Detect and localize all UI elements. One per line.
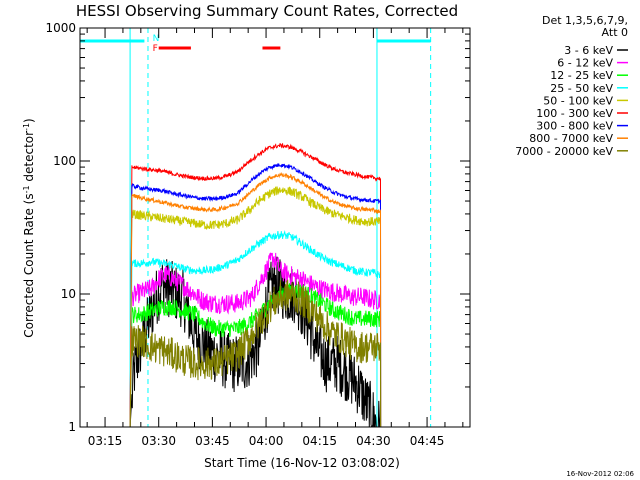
- plot-area: NF: [80, 28, 432, 428]
- x-tick-label: 03:45: [195, 434, 230, 448]
- x-tick-label: 04:45: [410, 434, 445, 448]
- x-tick-label: 04:00: [249, 434, 284, 448]
- x-tick-label: 03:30: [141, 434, 176, 448]
- legend-label: 25 - 50 keV: [550, 82, 613, 95]
- x-tick-label: 04:30: [356, 434, 391, 448]
- legend-label: 100 - 300 keV: [536, 107, 613, 120]
- legend-label: 300 - 800 keV: [536, 120, 613, 133]
- legend-header-line2: Att 0: [602, 26, 628, 39]
- series-line-50-to-100keV: [129, 186, 382, 428]
- y-axis-label: Corrected Count Rate (s-1 detector-1): [22, 118, 36, 337]
- y-tick-label: 1: [68, 420, 76, 434]
- y-tick-label: 100: [53, 154, 76, 168]
- series-line-7000-to-20000keV: [129, 279, 382, 428]
- night-flag-label: N: [153, 34, 160, 44]
- x-axis-label: Start Time (16-Nov-12 03:08:02): [204, 456, 400, 470]
- date-stamp: 16-Nov-2012 02:06: [566, 470, 634, 478]
- flare-flag-label: F: [153, 44, 158, 54]
- y-axis: 1 10 100 1000: [45, 21, 470, 434]
- x-axis: 03:15 03:30 03:45 04:00 04:15 04:30 04:45: [86, 28, 464, 448]
- series-line-6-to-12keV: [129, 252, 382, 428]
- x-tick-label: 04:15: [302, 434, 337, 448]
- legend-label: 7000 - 20000 keV: [515, 145, 613, 158]
- legend-label: 12 - 25 keV: [550, 69, 613, 82]
- series-line-25-to-50keV: [129, 230, 382, 428]
- series-line-12-to-25keV: [129, 283, 382, 428]
- series-line-100-to-300keV: [129, 142, 382, 428]
- legend-header-line1: Det 1,3,5,6,7,9,: [542, 14, 628, 27]
- series-line-300-to-800keV: [129, 163, 382, 428]
- series-line-800-to-7000keV: [129, 172, 382, 428]
- x-tick-label: 03:15: [88, 434, 123, 448]
- legend-label: 800 - 7000 keV: [529, 132, 613, 145]
- legend-label: 50 - 100 keV: [543, 94, 613, 107]
- y-tick-label: 1000: [45, 21, 76, 35]
- plot-frame: [79, 27, 471, 428]
- chart-title: HESSI Observing Summary Count Rates, Cor…: [76, 2, 458, 20]
- legend-label: 3 - 6 keV: [564, 44, 613, 57]
- legend-label: 6 - 12 keV: [557, 57, 613, 70]
- y-tick-label: 10: [61, 287, 76, 301]
